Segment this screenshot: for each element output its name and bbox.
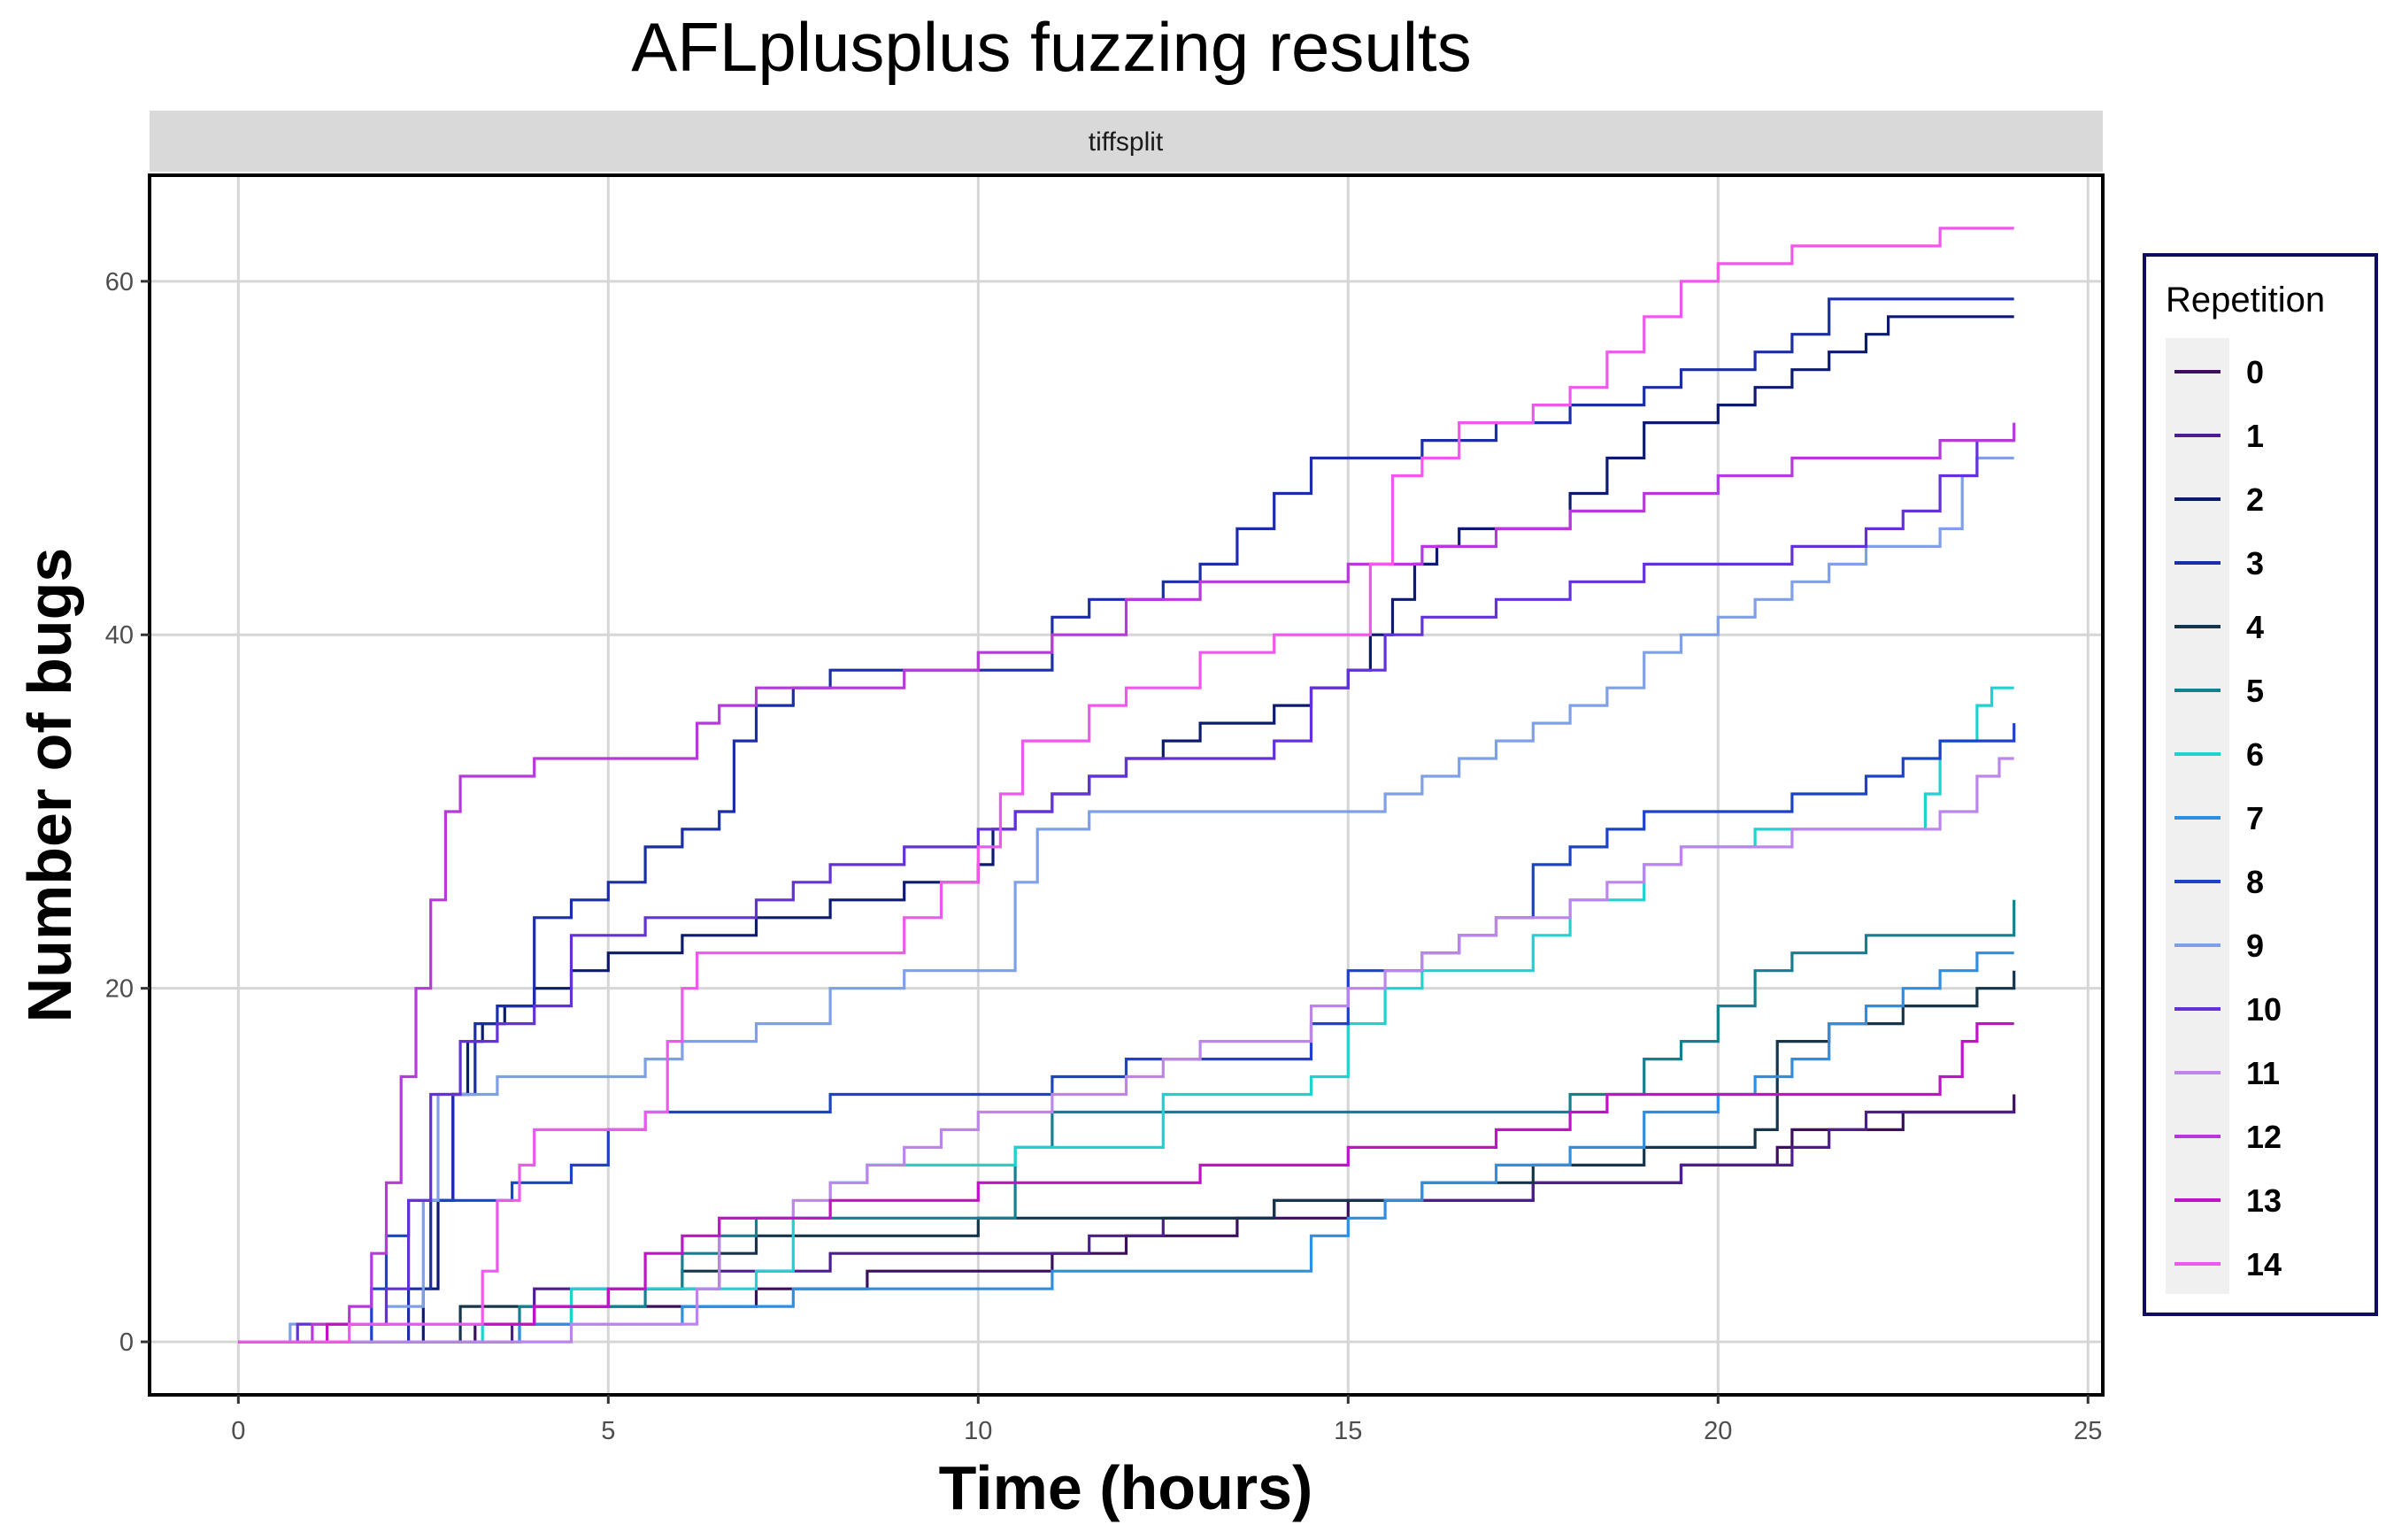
plot-border [148,173,2105,1397]
y-tick-label: 0 [119,1328,134,1357]
series-line-7 [238,951,2014,1344]
legend-label-7: 7 [2246,800,2264,836]
y-tick-label: 60 [105,268,134,296]
series-line-13 [238,1022,2014,1344]
legend-label-13: 13 [2246,1182,2282,1219]
legend-label-0: 0 [2246,354,2264,390]
x-tick-label: 10 [964,1417,992,1445]
legend-label-6: 6 [2246,736,2264,773]
grid-lines [150,175,2103,1395]
legend-label-8: 8 [2246,864,2264,900]
x-tick-label: 5 [601,1417,615,1445]
y-tick-label: 40 [105,621,134,650]
plot-panel [150,175,2103,1395]
legend-label-1: 1 [2246,418,2264,454]
series-line-12 [238,422,2016,1344]
series-line-10 [238,439,2014,1344]
series-line-14 [238,227,2014,1344]
facet-strip [150,111,2103,172]
series-line-1 [238,1110,2014,1344]
y-axis: 0 20 40 60 [105,268,150,1357]
legend-label-9: 9 [2246,928,2264,964]
facet-label: tiffsplit [1089,127,1164,157]
series-line-11 [238,757,2014,1344]
y-tick-label: 20 [105,975,134,1004]
x-axis-title: Time (hours) [939,1453,1313,1522]
legend-label-11: 11 [2246,1055,2280,1091]
legend-label-2: 2 [2246,481,2264,518]
chart-title: AFLplusplus fuzzing results [631,8,1471,86]
y-axis-title: Number of bugs [15,548,84,1023]
legend-label-12: 12 [2246,1119,2282,1155]
legend-label-14: 14 [2246,1246,2282,1282]
series-line-9 [238,456,2014,1344]
legend-title: Repetition [2166,281,2325,320]
series-lines [238,227,2016,1344]
x-tick-label: 20 [1704,1417,1732,1445]
x-tick-label: 25 [2074,1417,2102,1445]
legend-label-3: 3 [2246,545,2264,581]
x-axis: 0 5 10 15 20 25 [231,1395,2102,1445]
x-tick-label: 15 [1334,1417,1362,1445]
legend-label-10: 10 [2246,991,2282,1028]
legend-label-4: 4 [2246,609,2264,645]
legend-label-5: 5 [2246,673,2264,709]
x-tick-label: 0 [231,1417,245,1445]
